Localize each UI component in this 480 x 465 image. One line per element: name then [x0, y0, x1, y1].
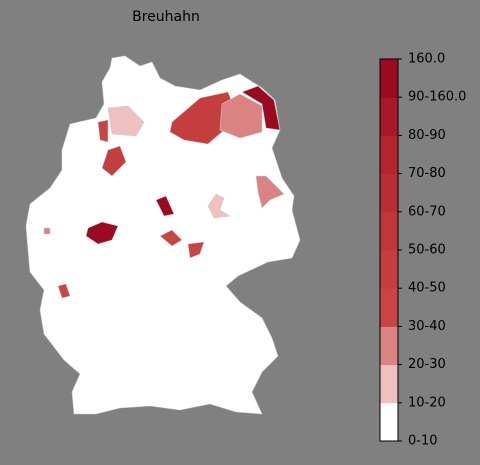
colorbar-segment — [380, 250, 398, 289]
colorbar-label: 40-50 — [408, 281, 446, 296]
region — [241, 85, 281, 131]
germany-map — [25, 55, 301, 415]
colorbar-segment — [380, 402, 398, 442]
region — [169, 91, 237, 145]
region — [97, 119, 109, 143]
region — [43, 227, 51, 235]
colorbar-label: 0-10 — [408, 434, 438, 449]
colorbar-segment — [380, 59, 398, 98]
colorbar-label: 90-160.0 — [408, 90, 466, 105]
region — [159, 229, 183, 247]
colorbar-label: 30-40 — [408, 319, 446, 334]
region — [219, 93, 263, 139]
region — [107, 105, 145, 137]
colorbar-label: 50-60 — [408, 243, 446, 258]
colorbar: 0-10 10-20 20-30 30-40 40-50 50-60 60-70 70-80 8… — [379, 52, 466, 449]
region — [207, 193, 231, 219]
region — [85, 221, 119, 245]
region — [155, 195, 175, 217]
colorbar-label: 20-30 — [408, 357, 446, 372]
colorbar-segment — [380, 364, 398, 404]
region — [101, 145, 127, 177]
colorbar-segment — [380, 288, 398, 327]
colorbar-segment — [380, 173, 398, 213]
colorbar-segment — [380, 97, 398, 136]
colorbar-label: 10-20 — [408, 395, 446, 410]
region — [187, 241, 205, 259]
colorbar-label: 160.0 — [408, 52, 445, 67]
colorbar-segment — [380, 211, 398, 251]
colorbar-label: 70-80 — [408, 166, 446, 181]
colorbar-segment — [380, 135, 398, 175]
colorbar-label: 80-90 — [408, 128, 446, 143]
colorbar-segment — [380, 326, 398, 366]
map-title: Breuhahn — [132, 9, 200, 25]
region — [57, 283, 71, 299]
region — [255, 175, 285, 209]
colorbar-label: 60-70 — [408, 204, 446, 219]
